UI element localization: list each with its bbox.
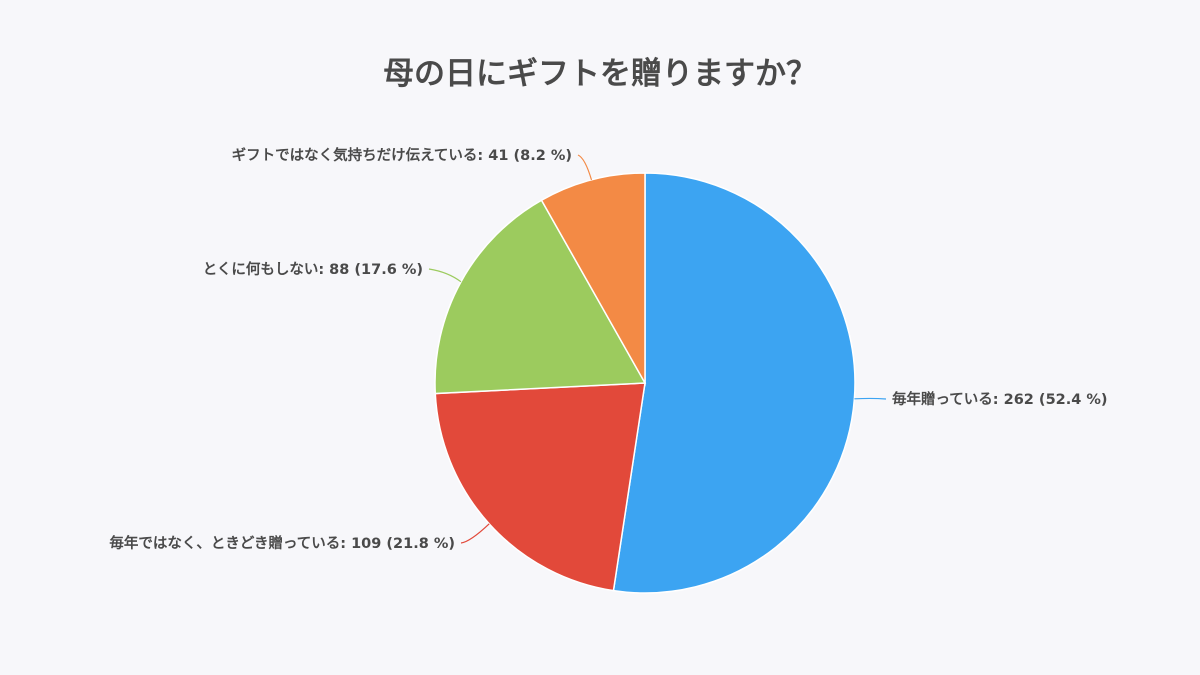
slice-labels: 毎年贈っている: 262 (52.4 %) 毎年ではなく、ときどき贈っている: 1…	[109, 146, 1107, 552]
pie-slice	[540, 172, 646, 386]
slice-label: 毎年贈っている: 262 (52.4 %)	[892, 390, 1108, 408]
label-connector	[460, 523, 490, 544]
slice-label: とくに何もしない: 88 (17.6 %)	[203, 260, 423, 278]
label-connectors	[428, 154, 887, 544]
pie-slice	[434, 199, 647, 395]
chart-title: 母の日にギフトを贈りますか？	[383, 56, 817, 92]
pie-slice	[612, 172, 856, 594]
pie-slice	[434, 382, 646, 592]
slice-label: ギフトではなく気持ちだけ伝えている: 41 (8.2 %)	[232, 146, 572, 164]
label-connector	[854, 397, 887, 400]
label-connector	[428, 268, 462, 283]
label-connector	[577, 154, 593, 181]
slice-label: 毎年ではなく、ときどき贈っている: 109 (21.8 %)	[109, 534, 455, 552]
pie-slices	[434, 172, 856, 594]
